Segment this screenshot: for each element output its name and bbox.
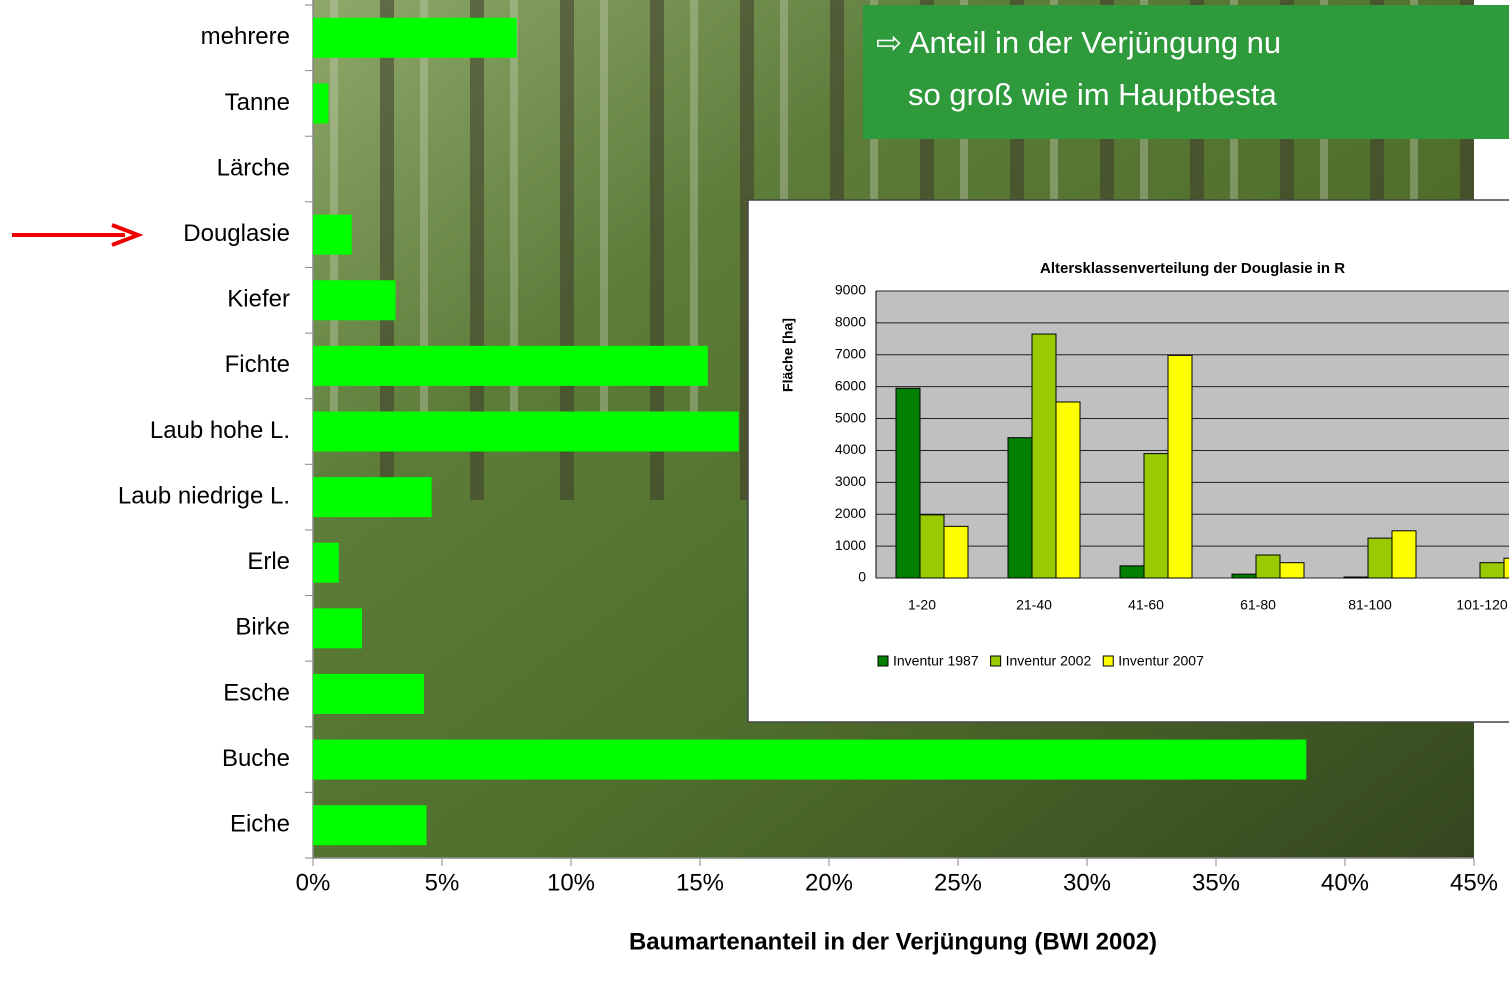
y-tick-label: 7000 (835, 345, 866, 361)
bar (313, 280, 396, 320)
y-tick-label: Tanne (225, 89, 290, 116)
bar (313, 543, 339, 583)
bar (1120, 566, 1144, 578)
y-tick-label: Lärche (217, 154, 290, 181)
legend-swatch (1103, 656, 1113, 666)
y-tick-label: 6000 (835, 377, 866, 393)
page: ⇨ Anteil in der Verjüngung nu so groß wi… (0, 0, 1509, 989)
bar (1480, 563, 1504, 578)
headline-line: ⇨ Anteil in der Verjüngung nu (876, 25, 1281, 60)
x-tick-label: 5% (425, 869, 460, 896)
bar (944, 526, 968, 578)
bar (1232, 574, 1256, 578)
chart-title: Altersklassenverteilung der Douglasie in… (1040, 260, 1345, 277)
slide: ⇨ Anteil in der Verjüngung nu so groß wi… (0, 0, 1509, 989)
x-tick-label: 81-100 (1348, 597, 1392, 613)
x-tick-label: 40% (1321, 869, 1369, 896)
bar (313, 477, 432, 517)
y-tick-label: Erle (247, 548, 290, 575)
bar (920, 515, 944, 578)
x-tick-label: 0% (296, 869, 331, 896)
bar (1504, 558, 1509, 578)
bar (1056, 402, 1080, 578)
y-tick-label: Eiche (230, 811, 290, 838)
bar (1256, 555, 1280, 578)
y-tick-label: mehrere (201, 23, 290, 50)
bar (313, 215, 352, 255)
legend-label: Inventur 1987 (893, 653, 979, 669)
bar (1008, 438, 1032, 578)
bar (313, 412, 739, 452)
bar (1344, 577, 1368, 578)
bar (313, 346, 708, 386)
legend-swatch (991, 656, 1001, 666)
bar (1392, 531, 1416, 578)
x-tick-label: 21-40 (1016, 597, 1052, 613)
x-tick-label: 15% (676, 869, 724, 896)
y-tick-label: Laub hohe L. (150, 417, 290, 444)
x-tick-label: 25% (934, 869, 982, 896)
bar (313, 608, 362, 648)
bar (313, 83, 328, 123)
y-tick-label: Kiefer (227, 286, 290, 313)
headline-line: so groß wie im Hauptbesta (908, 77, 1277, 112)
y-tick-label: Douglasie (183, 220, 290, 247)
y-tick-label: 1000 (835, 537, 866, 553)
bar (313, 674, 424, 714)
y-tick-label: Buche (222, 745, 290, 772)
x-tick-label: 1-20 (908, 597, 936, 613)
y-tick-label: 4000 (835, 441, 866, 457)
x-tick-label: 10% (547, 869, 595, 896)
y-axis-label: Fläche [ha] (780, 318, 796, 392)
x-axis-label: Baumartenanteil in der Verjüngung (BWI 2… (629, 928, 1157, 955)
y-tick-label: 9000 (835, 282, 866, 298)
x-tick-label: 41-60 (1128, 597, 1164, 613)
y-tick-label: Esche (223, 679, 290, 706)
bar (1280, 563, 1304, 578)
bar (1168, 355, 1192, 578)
y-tick-label: 8000 (835, 314, 866, 330)
x-tick-label: 20% (805, 869, 853, 896)
y-tick-label: 2000 (835, 505, 866, 521)
legend-label: Inventur 2002 (1006, 653, 1092, 669)
bar (313, 18, 517, 58)
x-tick-label: 61-80 (1240, 597, 1276, 613)
legend-label: Inventur 2007 (1118, 653, 1204, 669)
y-tick-label: 0 (858, 569, 866, 585)
bar (313, 805, 427, 845)
x-tick-label: 101-120 (1456, 597, 1508, 613)
bar (313, 740, 1306, 780)
y-tick-label: Birke (235, 614, 290, 641)
x-tick-label: 45% (1450, 869, 1498, 896)
bar (1368, 538, 1392, 578)
x-tick-label: 35% (1192, 869, 1240, 896)
y-tick-label: 5000 (835, 409, 866, 425)
bar (896, 388, 920, 578)
y-tick-label: Laub niedrige L. (118, 482, 290, 509)
bar (1144, 454, 1168, 578)
y-tick-label: 3000 (835, 473, 866, 489)
y-tick-label: Fichte (225, 351, 290, 378)
legend-swatch (878, 656, 888, 666)
x-tick-label: 30% (1063, 869, 1111, 896)
bar (1032, 334, 1056, 578)
